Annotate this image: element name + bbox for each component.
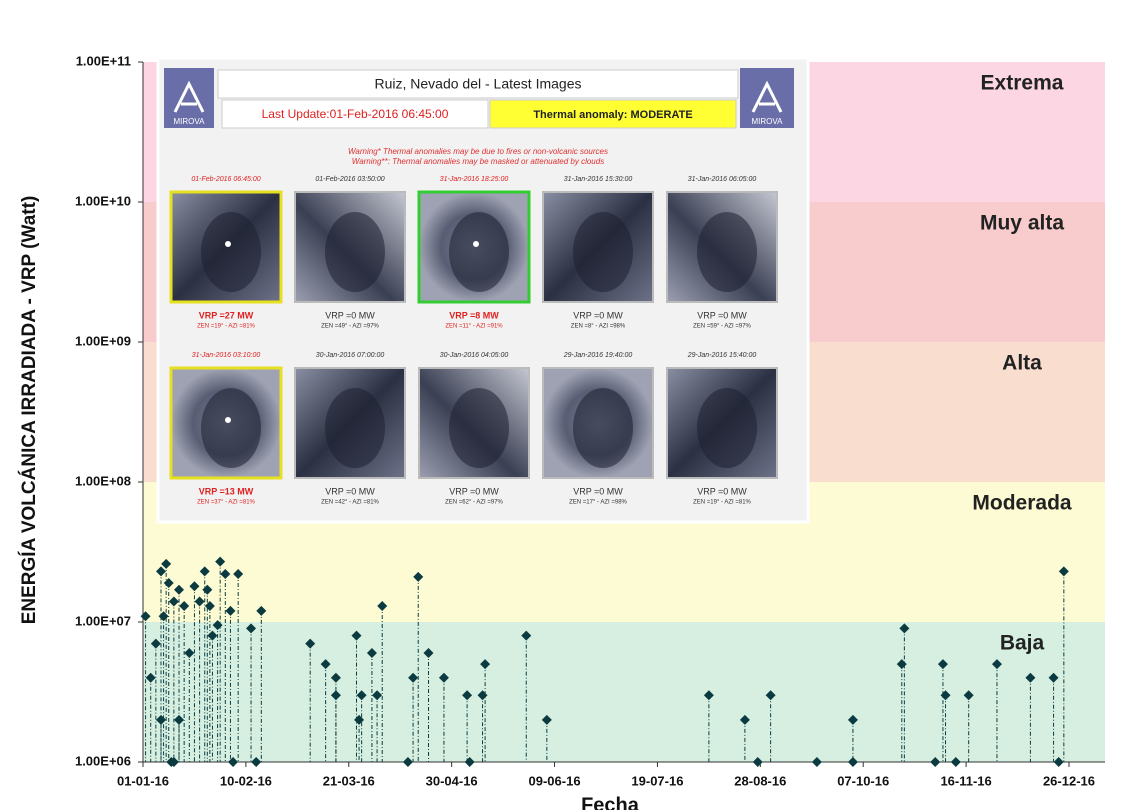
thumb-shadow [201, 388, 261, 468]
warning: Warning**: Thermal anomalies may be mask… [352, 157, 604, 166]
thumb-hotspot [473, 241, 479, 247]
thumb-zen: ZEN =11° - AZI =91% [445, 324, 503, 330]
thumb-date: 31-Jan-2016 15:30:00 [564, 176, 633, 183]
y-tick-label: 1.00E+06 [75, 753, 131, 768]
thumb-zen: ZEN =19° - AZI =81% [693, 500, 751, 506]
band-label: Moderada [972, 492, 1072, 515]
logo-text: MIROVA [174, 117, 206, 126]
thumb-vrp: VRP =0 MW [449, 486, 499, 496]
last-update: Last Update:01-Feb-2016 06:45:00 [262, 107, 449, 121]
thumb-shadow [573, 388, 633, 468]
thumb-date: 31-Jan-2016 06:05:00 [688, 176, 757, 183]
x-tick-label: 07-10-16 [837, 773, 889, 788]
thumb-zen: ZEN =49° - AZI =97% [321, 324, 379, 330]
anomaly-level: Thermal anomaly: MODERATE [533, 109, 692, 121]
thumb-shadow [697, 388, 757, 468]
thumb-vrp: VRP =0 MW [325, 486, 375, 496]
x-tick-label: 01-01-16 [117, 773, 169, 788]
y-tick-label: 1.00E+07 [75, 613, 131, 628]
band-label: Extrema [981, 72, 1064, 95]
thumb-shadow [449, 212, 509, 292]
thumb-vrp: VRP =13 MW [199, 486, 254, 496]
thumb-vrp: VRP =0 MW [697, 486, 747, 496]
x-tick-label: 09-06-16 [529, 773, 581, 788]
panel-title: Ruiz, Nevado del - Latest Images [375, 76, 582, 92]
thumb-date: 01-Feb-2016 06:45:00 [191, 176, 260, 183]
logo-text: MIROVA [752, 117, 784, 126]
thumb-vrp: VRP =0 MW [325, 310, 375, 320]
warning: Warning* Thermal anomalies may be due to… [348, 147, 608, 156]
thumb-vrp: VRP =0 MW [697, 310, 747, 320]
mirova-panel: MIROVA MIROVA Ruiz, Nevado del - Latest … [158, 58, 808, 522]
x-axis-title: Fecha [581, 794, 640, 810]
thumb-shadow [325, 212, 385, 292]
y-tick-label: 1.00E+10 [75, 193, 131, 208]
thumb-shadow [201, 212, 261, 292]
thumb-date: 29-Jan-2016 15:40:00 [687, 352, 757, 359]
level-band [143, 622, 1105, 762]
thumb-vrp: VRP =0 MW [573, 486, 623, 496]
thumb-vrp: VRP =27 MW [199, 310, 254, 320]
thumb-zen: ZEN =8° - AZI =98% [571, 324, 626, 330]
thumb-zen: ZEN =19° - AZI =81% [197, 324, 255, 330]
thumb-hotspot [225, 417, 231, 423]
thumb-shadow [449, 388, 509, 468]
thumb-zen: ZEN =42° - AZI =81% [321, 500, 379, 506]
band-label: Alta [1002, 352, 1042, 375]
thumb-zen: ZEN =59° - AZI =97% [693, 324, 751, 330]
chart: Extrema Muy alta Alta Moderada Baja 1.00E+06 1… [0, 0, 1125, 810]
thumb-date: 30-Jan-2016 07:00:00 [316, 352, 385, 359]
x-tick-label: 26-12-16 [1043, 773, 1095, 788]
x-tick-label: 10-02-16 [220, 773, 272, 788]
thumb-date: 29-Jan-2016 19:40:00 [563, 352, 633, 359]
band-label: Muy alta [980, 212, 1064, 235]
y-tick-label: 1.00E+09 [75, 333, 131, 348]
thumb-date: 30-Jan-2016 04:05:00 [440, 352, 509, 359]
thumb-zen: ZEN =17° - AZI =98% [569, 500, 627, 506]
x-tick-label: 16-11-16 [940, 773, 991, 788]
y-tick-label: 1.00E+08 [75, 473, 131, 488]
thumb-zen: ZEN =62° - AZI =97% [445, 500, 503, 506]
y-axis-title: ENERGÍA VOLCÁNICA IRRADIADA - VRP (Watt) [18, 196, 40, 625]
x-tick-label: 30-04-16 [426, 773, 478, 788]
thumb-shadow [573, 212, 633, 292]
thumb-shadow [697, 212, 757, 292]
thumb-vrp: VRP =0 MW [573, 310, 623, 320]
y-tick-label: 1.00E+11 [76, 53, 131, 68]
thumb-date: 01-Feb-2016 03:50:00 [315, 176, 384, 183]
band-label: Baja [1000, 632, 1045, 655]
thumb-vrp: VRP =8 MW [449, 310, 499, 320]
thumb-date: 31-Jan-2016 18:25:00 [440, 176, 509, 183]
x-tick-label: 19-07-16 [631, 773, 683, 788]
thumb-hotspot [225, 241, 231, 247]
thumb-shadow [325, 388, 385, 468]
thumb-date: 31-Jan-2016 03:10:00 [192, 352, 261, 359]
thumb-zen: ZEN =37° - AZI =81% [197, 500, 255, 506]
x-tick-label: 28-08-16 [734, 773, 786, 788]
x-tick-label: 21-03-16 [323, 773, 375, 788]
